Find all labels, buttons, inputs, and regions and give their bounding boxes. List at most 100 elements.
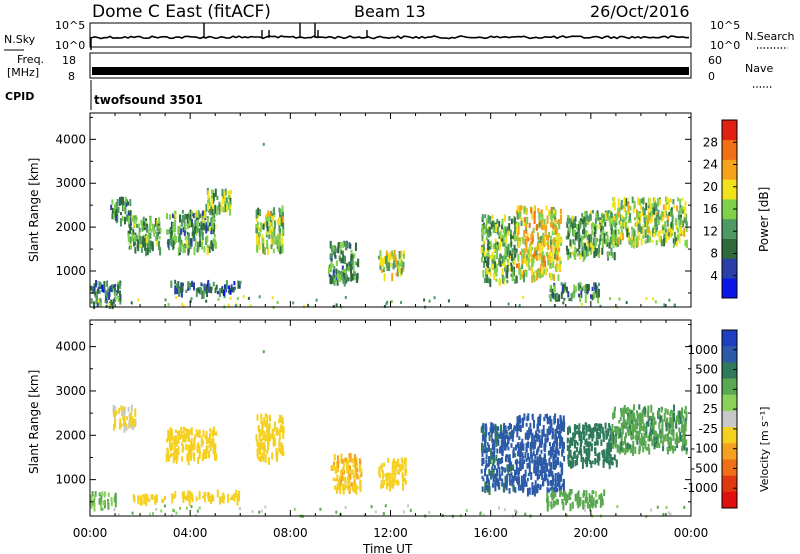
echo-cell xyxy=(331,263,334,268)
echo-cell xyxy=(172,508,175,512)
echo-cell xyxy=(331,464,334,470)
echo-cell xyxy=(542,425,545,434)
echo-cell xyxy=(654,440,657,448)
echo-cell xyxy=(355,462,358,469)
echo-cell xyxy=(255,217,258,222)
echo-cell xyxy=(565,497,568,506)
echo-cell xyxy=(495,278,498,282)
echo-cell xyxy=(328,273,331,278)
echo-cell xyxy=(670,438,673,443)
echo-cell xyxy=(392,263,395,270)
echo-cell xyxy=(275,450,278,456)
echo-cell xyxy=(585,448,588,456)
echo-cell xyxy=(267,210,270,218)
echo-cell xyxy=(270,244,273,250)
echo-cell xyxy=(227,194,230,200)
echo-cell xyxy=(485,459,488,466)
echo-cell xyxy=(608,216,610,221)
echo-cell xyxy=(280,415,283,420)
echo-cell xyxy=(525,442,528,449)
echo-cell xyxy=(486,260,488,267)
echo-cell xyxy=(381,470,384,480)
echo-cell xyxy=(329,240,332,249)
echo-cell xyxy=(682,415,685,422)
echo-cell xyxy=(556,233,559,241)
echo-cell xyxy=(139,495,142,501)
echo-cell xyxy=(517,483,520,491)
echo-cell xyxy=(618,427,621,431)
echo-cell xyxy=(562,428,565,432)
echo-cell xyxy=(548,458,551,466)
echo-cell xyxy=(498,467,501,476)
echo-cell xyxy=(183,228,186,236)
echo-cell xyxy=(642,206,645,213)
echo-cell xyxy=(221,196,224,204)
echo-cell xyxy=(681,410,683,418)
echo-cell xyxy=(344,457,347,462)
echo-cell xyxy=(538,443,541,448)
echo-cell xyxy=(636,419,639,423)
echo-cell xyxy=(667,234,670,240)
echo-cell xyxy=(277,243,280,251)
echo-cell xyxy=(603,233,606,242)
echo-cell xyxy=(385,252,388,257)
echo-cell xyxy=(578,250,581,256)
echo-cell xyxy=(334,466,336,471)
echo-cell xyxy=(550,258,553,264)
echo-cell xyxy=(336,483,339,490)
echo-cell xyxy=(514,238,516,242)
echo-cell xyxy=(344,241,347,250)
echo-cell xyxy=(585,456,587,464)
echo-cell xyxy=(557,264,560,270)
echo-cell xyxy=(213,426,215,436)
echo-cell xyxy=(527,237,530,242)
echo-cell xyxy=(532,227,535,234)
echo-cell xyxy=(590,249,593,255)
echo-cell xyxy=(502,243,505,247)
echo-cell xyxy=(387,258,390,264)
echo-cell xyxy=(672,223,674,231)
echo-cell xyxy=(125,202,128,207)
echo-cell xyxy=(488,456,490,464)
echo-cell xyxy=(553,284,556,293)
echo-cell xyxy=(493,465,496,470)
echo-cell xyxy=(657,232,660,237)
echo-cell xyxy=(127,201,129,206)
echo-cell xyxy=(525,230,528,234)
echo-cell xyxy=(181,456,184,462)
echo-cell xyxy=(539,439,542,445)
echo-cell xyxy=(576,425,579,430)
echo-cell xyxy=(531,267,533,276)
echo-cell xyxy=(567,444,570,452)
echo-cell xyxy=(352,482,355,491)
echo-cell xyxy=(176,452,179,460)
echo-cell xyxy=(506,226,509,232)
echo-cell xyxy=(521,458,524,464)
echo-cell xyxy=(516,428,519,438)
echo-cell xyxy=(669,198,672,203)
echo-cell xyxy=(620,439,623,444)
echo-cell xyxy=(90,500,93,509)
echo-cell xyxy=(649,230,652,236)
echo-cell xyxy=(664,221,667,230)
echo-cell xyxy=(352,266,355,275)
echo-cell xyxy=(579,449,581,455)
echo-cell xyxy=(97,299,100,303)
echo-cell xyxy=(186,494,189,501)
echo-cell xyxy=(639,215,642,222)
echo-cell xyxy=(628,408,631,417)
echo-cell xyxy=(348,468,351,473)
echo-cell xyxy=(510,234,512,240)
echo-cell xyxy=(616,444,619,453)
echo-cell xyxy=(672,433,675,441)
echo-cell xyxy=(130,244,132,250)
x-tick-label: 20:00 xyxy=(574,526,609,540)
echo-cell xyxy=(307,303,310,307)
echo-cell xyxy=(330,246,333,255)
echo-cell xyxy=(535,250,538,256)
echo-cell xyxy=(123,416,126,424)
echo-cell xyxy=(529,245,532,255)
echo-cell xyxy=(504,247,507,257)
echo-cell xyxy=(582,253,585,262)
echo-cell xyxy=(508,216,511,221)
